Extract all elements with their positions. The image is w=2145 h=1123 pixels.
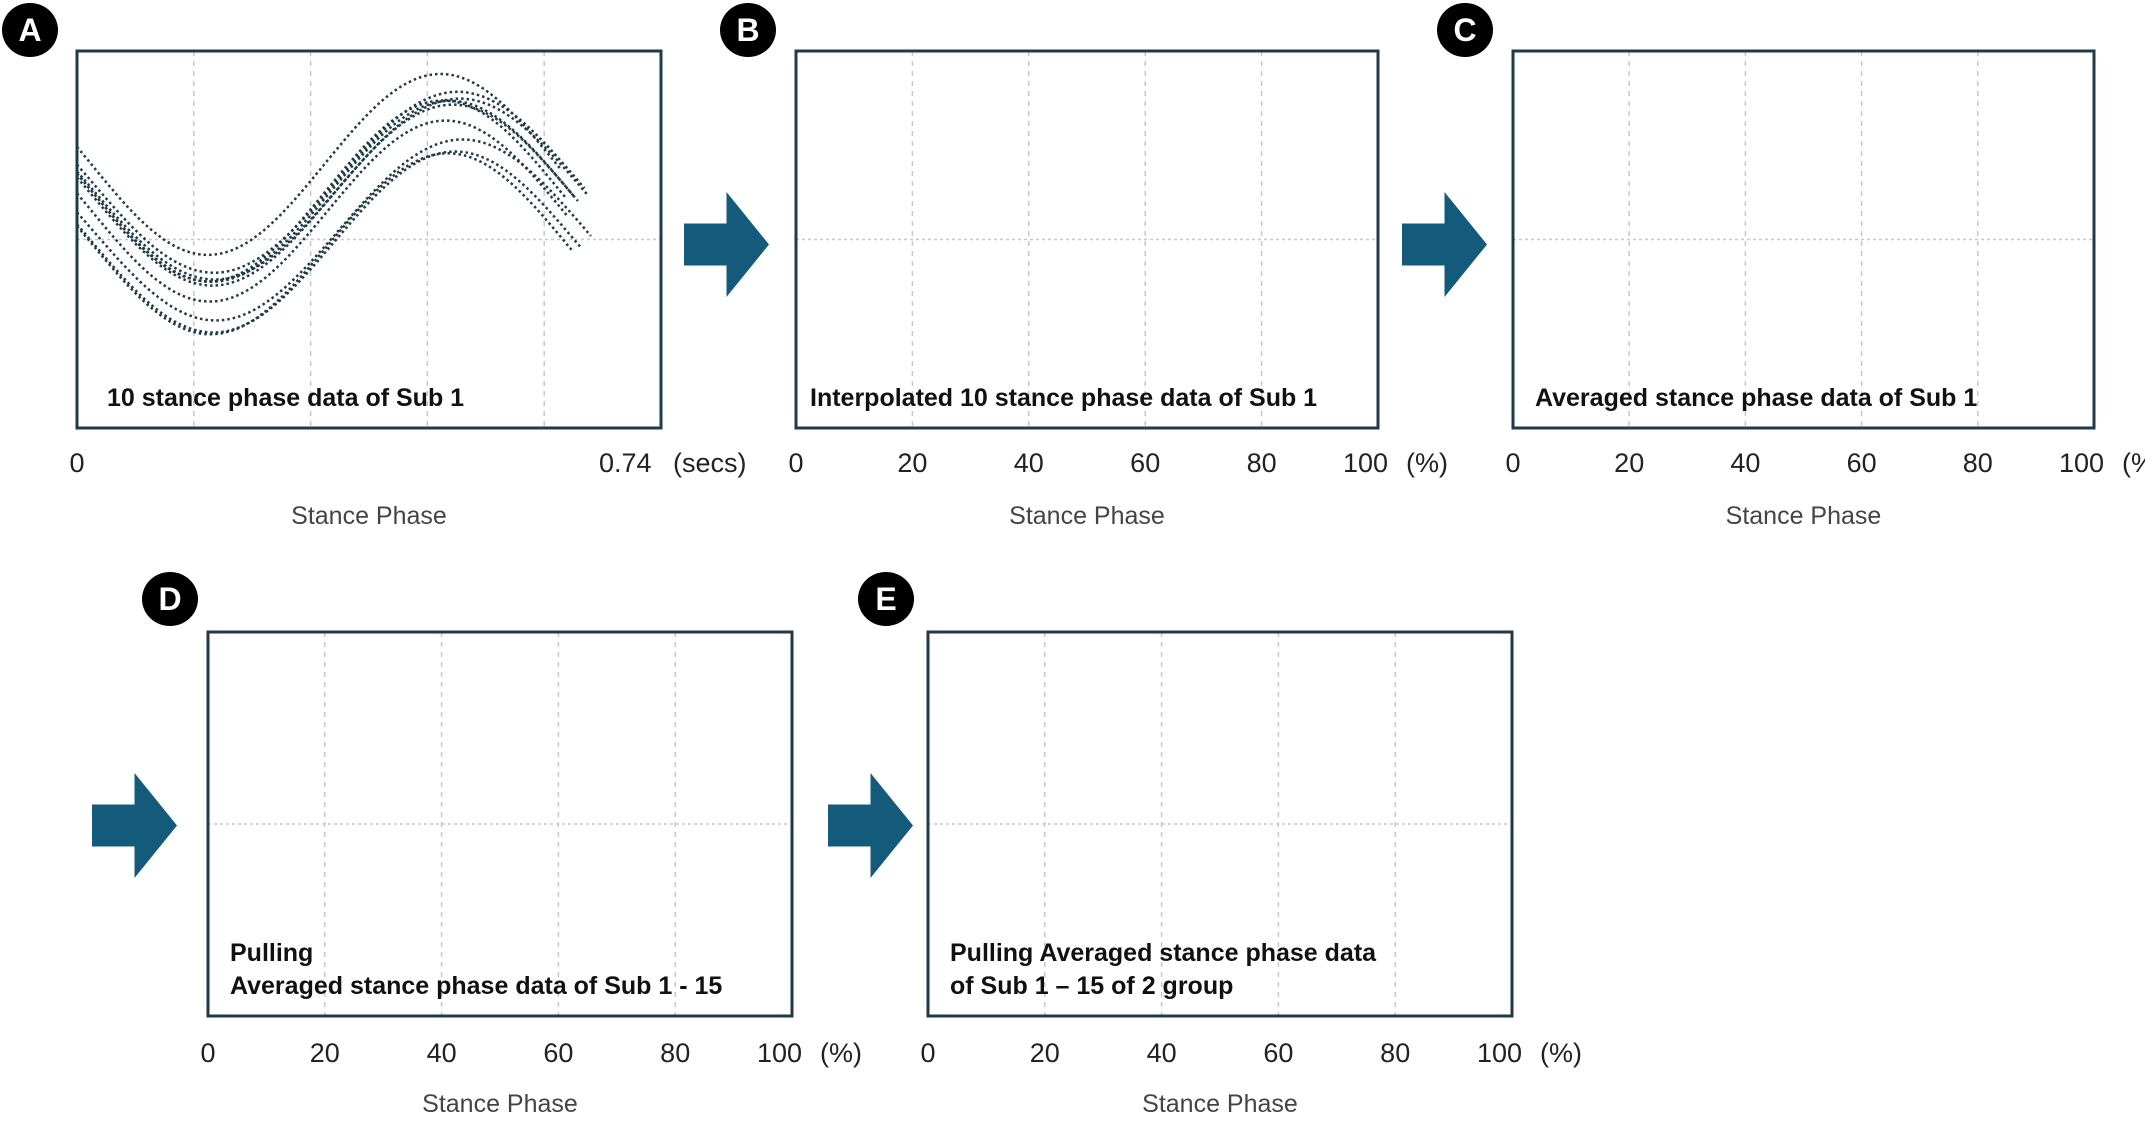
plot-frame xyxy=(794,49,1380,430)
x-tick-label: 100 xyxy=(1477,1038,1522,1068)
series-line xyxy=(76,90,586,274)
x-tick-label: 80 xyxy=(1963,448,1993,478)
panel-badge xyxy=(720,3,776,57)
x-tick-label: 0 xyxy=(1505,448,1520,478)
x-unit-label: (%) xyxy=(1540,1038,1582,1068)
panel-caption: Pulling Averaged stance phase data xyxy=(950,939,1377,967)
plot-frame xyxy=(75,49,663,430)
x-tick-label: 100 xyxy=(2059,448,2104,478)
x-unit-label: (%) xyxy=(820,1038,862,1068)
x-tick-label: 20 xyxy=(897,448,927,478)
series-line xyxy=(76,72,563,257)
x-tick-label: 20 xyxy=(1030,1038,1060,1068)
x-tick-label: 40 xyxy=(1014,448,1044,478)
series-line xyxy=(76,99,566,283)
panel-caption: 10 stance phase data of Sub 1 xyxy=(107,384,464,412)
panel-c: Averaged stance phase data of Sub 1 0 20 40… xyxy=(1437,3,2145,530)
series-line xyxy=(76,97,589,281)
x-tick-label: 100 xyxy=(1343,448,1388,478)
panel-badge-letter: E xyxy=(875,581,896,617)
plot-frame xyxy=(206,630,794,1018)
x-axis-label: Stance Phase xyxy=(1009,502,1165,530)
panel-badge-letter: D xyxy=(158,581,181,617)
x-tick-label: 20 xyxy=(310,1038,340,1068)
plot-frame xyxy=(1511,49,2096,430)
flow-arrow-icon xyxy=(828,773,913,878)
x-tick-label: 60 xyxy=(543,1038,573,1068)
panel-badge-letter: C xyxy=(1453,12,1476,48)
x-tick-label: 60 xyxy=(1847,448,1877,478)
x-unit-label: (%) xyxy=(2122,448,2145,478)
panel-badge xyxy=(2,3,58,57)
x-tick-label: 40 xyxy=(1730,448,1760,478)
x-tick-label: 80 xyxy=(1380,1038,1410,1068)
x-axis-label: Stance Phase xyxy=(1142,1090,1298,1118)
x-tick-label: 80 xyxy=(660,1038,690,1068)
panel-caption: Averaged stance phase data of Sub 1 xyxy=(1535,384,1977,412)
x-tick-label: 20 xyxy=(1614,448,1644,478)
x-tick-label: 40 xyxy=(427,1038,457,1068)
panel-e: Pulling Averaged stance phase data of Sub… xyxy=(858,572,1582,1118)
panel-badge-letter: B xyxy=(736,12,759,48)
panel-badge-letter: A xyxy=(18,12,41,48)
panel-caption: Pulling xyxy=(230,939,313,967)
panel-badge xyxy=(142,572,198,626)
panel-b: Interpolated 10 stance phase data of Sub… xyxy=(720,3,1448,530)
series-line xyxy=(76,138,592,322)
panel-caption: Averaged stance phase data of Sub 1 - 15 xyxy=(230,972,722,1000)
x-tick-label: 80 xyxy=(1247,448,1277,478)
x-tick-label: 0 xyxy=(200,1038,215,1068)
flow-arrow-icon xyxy=(684,192,769,297)
series-line xyxy=(76,103,579,287)
panel-badge xyxy=(1437,3,1493,57)
series-line xyxy=(76,150,583,334)
panel-badge xyxy=(858,572,914,626)
x-tick-label: 0 xyxy=(920,1038,935,1068)
x-tick-label: 0 xyxy=(69,448,84,478)
x-tick-label: 60 xyxy=(1263,1038,1293,1068)
x-unit-label: (%) xyxy=(1406,448,1448,478)
x-axis-label: Stance Phase xyxy=(422,1090,578,1118)
panel-d: Pulling Averaged stance phase data of Sub… xyxy=(142,572,862,1118)
x-axis-label: Stance Phase xyxy=(1726,502,1882,530)
x-tick-label: 60 xyxy=(1130,448,1160,478)
plot-frame xyxy=(926,630,1514,1018)
x-tick-label: 0.74 xyxy=(599,448,652,478)
panel-caption: of Sub 1 – 15 of 2 group xyxy=(950,972,1233,1000)
panel-a: 10 stance phase data of Sub 1 0 0.74 (secs)… xyxy=(2,3,747,530)
x-tick-label: 0 xyxy=(788,448,803,478)
series-line xyxy=(76,152,573,336)
x-tick-label: 100 xyxy=(757,1038,802,1068)
panel-caption: Interpolated 10 stance phase data of Sub… xyxy=(810,384,1317,412)
x-unit-label: (secs) xyxy=(673,448,747,478)
x-axis-label: Stance Phase xyxy=(291,502,447,530)
flow-arrow-icon xyxy=(1402,192,1487,297)
flow-arrow-icon xyxy=(92,773,177,878)
x-tick-label: 40 xyxy=(1147,1038,1177,1068)
